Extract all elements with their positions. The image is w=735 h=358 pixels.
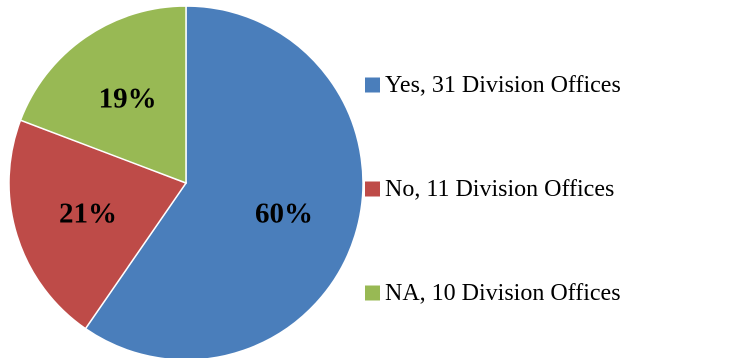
pie-slice-na <box>19 5 187 185</box>
legend-swatch-yes <box>365 77 380 93</box>
slice-percent-label-na: 19% <box>99 83 157 115</box>
legend-item-yes: Yes, 31 Division Offices <box>365 72 621 98</box>
slice-percent-label-no: 21% <box>59 198 117 230</box>
slice-percent-label-yes: 60% <box>255 198 313 230</box>
pie-slice-yes <box>84 5 364 358</box>
legend: Yes, 31 Division Offices No, 11 Division … <box>365 72 621 306</box>
legend-swatch-no <box>365 181 380 197</box>
pie-slice-labels: 60% 21% 19% <box>59 83 313 230</box>
pie-slices <box>8 5 364 358</box>
pie-slice-no <box>8 119 188 330</box>
legend-label-no: No, 11 Division Offices <box>385 176 614 202</box>
legend-item-no: No, 11 Division Offices <box>365 176 614 202</box>
legend-item-na: NA, 10 Division Offices <box>365 280 621 306</box>
legend-swatch-na <box>365 285 380 301</box>
legend-label-yes: Yes, 31 Division Offices <box>385 72 621 98</box>
legend-label-na: NA, 10 Division Offices <box>385 280 621 306</box>
